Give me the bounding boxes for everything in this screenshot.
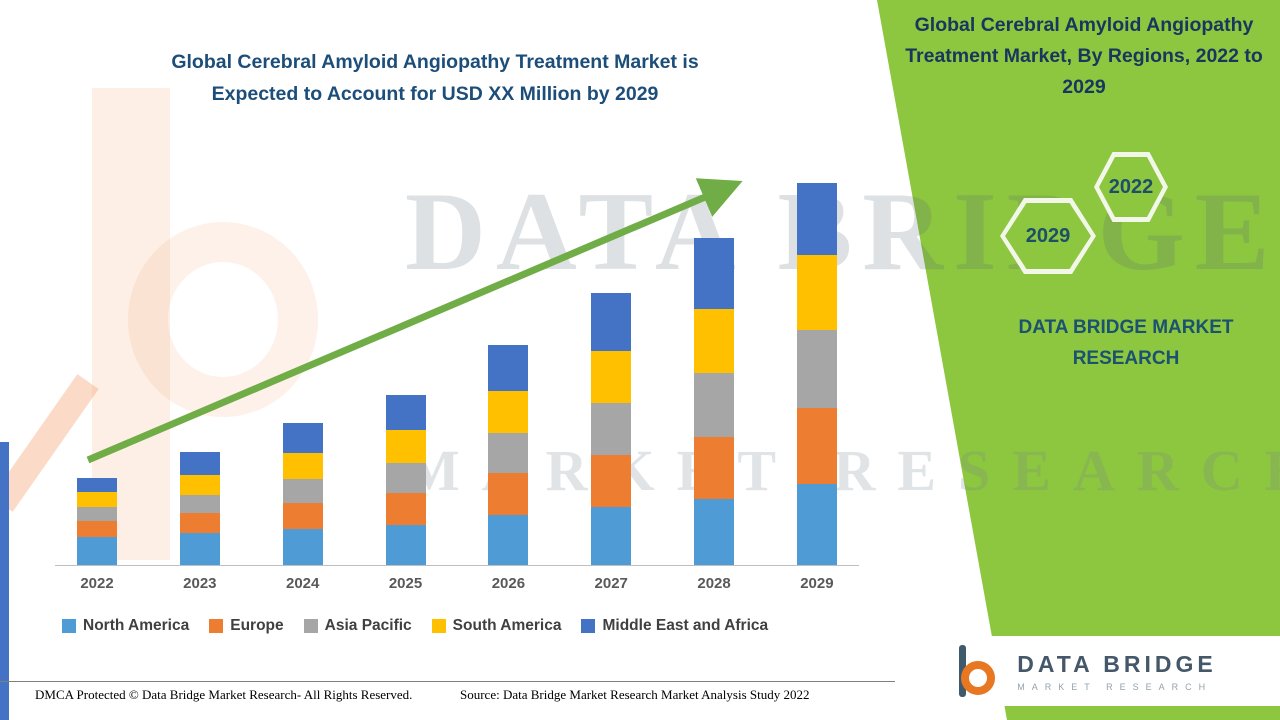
bar-segment-2025-asia-pacific [385, 463, 426, 493]
bar-segment-2029-north-america [796, 484, 837, 565]
legend-swatch-south-america [431, 619, 446, 633]
hexagon-2022: 2022 [1094, 152, 1168, 222]
logo-wordmark: DATA BRIDGE MARKET RESEARCH [1017, 651, 1216, 692]
legend-label-south-america: South America [452, 617, 562, 634]
footer-source-text: Source: Data Bridge Market Research Mark… [460, 687, 810, 702]
bar-segment-2027-north-america [591, 507, 632, 565]
legend-swatch-asia-pacific [303, 619, 318, 633]
legend-item-south-america: South America [431, 617, 562, 635]
bar-2022 [77, 478, 117, 565]
legend-item-asia-pacific: Asia Pacific [303, 617, 412, 635]
bar-segment-2022-middle-east-and-africa [77, 478, 117, 492]
bar-segment-2026-north-america [488, 515, 529, 565]
side-panel-title: Global Cerebral Amyloid Angiopathy Treat… [905, 14, 1263, 99]
bar-segment-2026-europe [488, 473, 529, 515]
bar-segment-2025-middle-east-and-africa [385, 395, 426, 430]
logo-bowl [961, 661, 996, 695]
footer-dmca-text: DMCA Protected © Data Bridge Market Rese… [35, 687, 413, 702]
bar-segment-2028-europe [694, 437, 735, 499]
left-edge-blue-stripe [0, 442, 9, 720]
bar-segment-2029-south-america [796, 255, 837, 330]
bar-segment-2023-asia-pacific [179, 495, 220, 513]
bar-2024 [282, 423, 323, 565]
bar-2023 [179, 452, 220, 565]
hexagon-2029: 2029 [1000, 198, 1096, 274]
legend-swatch-middle-east-and-africa [581, 619, 596, 633]
bar-2025 [385, 395, 426, 565]
bar-2027 [591, 293, 632, 565]
x-label-2027: 2027 [594, 575, 628, 592]
bar-segment-2024-north-america [282, 529, 323, 565]
bar-segment-2023-south-america [179, 475, 220, 495]
chart-title-line2: Expected to Account for USD XX Million b… [211, 83, 659, 106]
plot-area [55, 173, 859, 566]
legend-swatch-north-america [62, 619, 76, 633]
logo-name: DATA BRIDGE [1017, 650, 1217, 677]
data-bridge-logo-icon [955, 645, 1003, 697]
bar-segment-2028-north-america [694, 499, 735, 565]
x-label-2026: 2026 [491, 575, 526, 592]
bar-segment-2023-north-america [179, 533, 220, 565]
chart-title: Global Cerebral Amyloid Angiopathy Treat… [110, 46, 760, 110]
bar-segment-2022-asia-pacific [77, 507, 117, 521]
legend-item-north-america: North America [62, 617, 189, 635]
x-label-2025: 2025 [388, 575, 423, 592]
bar-segment-2027-south-america [591, 351, 632, 403]
hexagon-2029-label: 2029 [1025, 224, 1071, 247]
bar-segment-2027-europe [591, 455, 632, 507]
bar-segment-2023-middle-east-and-africa [179, 452, 220, 475]
bar-2029 [796, 183, 837, 565]
legend-label-middle-east-and-africa: Middle East and Africa [602, 617, 769, 634]
x-label-2029: 2029 [800, 575, 834, 592]
x-label-2022: 2022 [80, 575, 114, 592]
legend-label-europe: Europe [230, 617, 284, 634]
bar-segment-2024-asia-pacific [282, 479, 323, 503]
bar-segment-2028-middle-east-and-africa [694, 238, 735, 309]
bar-2028 [694, 238, 735, 565]
x-label-2024: 2024 [286, 575, 320, 592]
bar-segment-2029-europe [796, 408, 837, 484]
legend: North America Europe Asia Pacific South Ame… [62, 617, 768, 635]
x-label-2023: 2023 [183, 575, 217, 592]
bar-segment-2022-south-america [77, 492, 117, 507]
bar-segment-2023-europe [179, 513, 220, 533]
brand-text: DATA BRIDGE MARKET RESEARCH [1018, 317, 1234, 370]
bar-segment-2026-south-america [488, 391, 529, 433]
legend-swatch-europe [209, 619, 224, 633]
bar-segment-2022-north-america [77, 537, 117, 565]
bar-segment-2026-asia-pacific [488, 433, 529, 473]
legend-item-europe: Europe [209, 617, 284, 635]
logo-box: DATA BRIDGE MARKET RESEARCH [892, 636, 1280, 706]
legend-label-asia-pacific: Asia Pacific [324, 617, 412, 634]
bar-segment-2025-north-america [385, 525, 426, 565]
hexagon-2022-label: 2022 [1108, 175, 1154, 198]
bar-segment-2022-europe [77, 521, 117, 537]
bar-segment-2024-middle-east-and-africa [282, 423, 323, 453]
legend-item-middle-east-and-africa: Middle East and Africa [581, 617, 768, 635]
bar-segment-2029-middle-east-and-africa [796, 183, 837, 255]
chart-title-line1: Global Cerebral Amyloid Angiopathy Treat… [171, 51, 699, 73]
bar-segment-2027-asia-pacific [591, 403, 632, 455]
bar-segment-2027-middle-east-and-africa [591, 293, 632, 351]
x-label-2028: 2028 [697, 575, 731, 592]
bar-segment-2025-south-america [385, 430, 426, 463]
logo-subtitle: MARKET RESEARCH [1017, 681, 1213, 692]
stacked-bar-chart: 2022 2023 2024 2025 2026 2027 2028 2029 [55, 173, 859, 592]
bar-segment-2028-asia-pacific [694, 373, 735, 437]
bar-2026 [488, 345, 529, 565]
x-axis-labels: 2022 2023 2024 2025 2026 2027 2028 2029 [55, 575, 859, 592]
legend-label-north-america: North America [83, 617, 190, 634]
bar-segment-2025-europe [385, 493, 426, 525]
bar-segment-2028-south-america [694, 309, 735, 373]
bar-segment-2026-middle-east-and-africa [488, 345, 529, 391]
footer-divider [0, 681, 895, 682]
bar-segment-2029-asia-pacific [796, 330, 837, 408]
bar-segment-2024-europe [282, 503, 323, 529]
bar-segment-2024-south-america [282, 453, 323, 479]
